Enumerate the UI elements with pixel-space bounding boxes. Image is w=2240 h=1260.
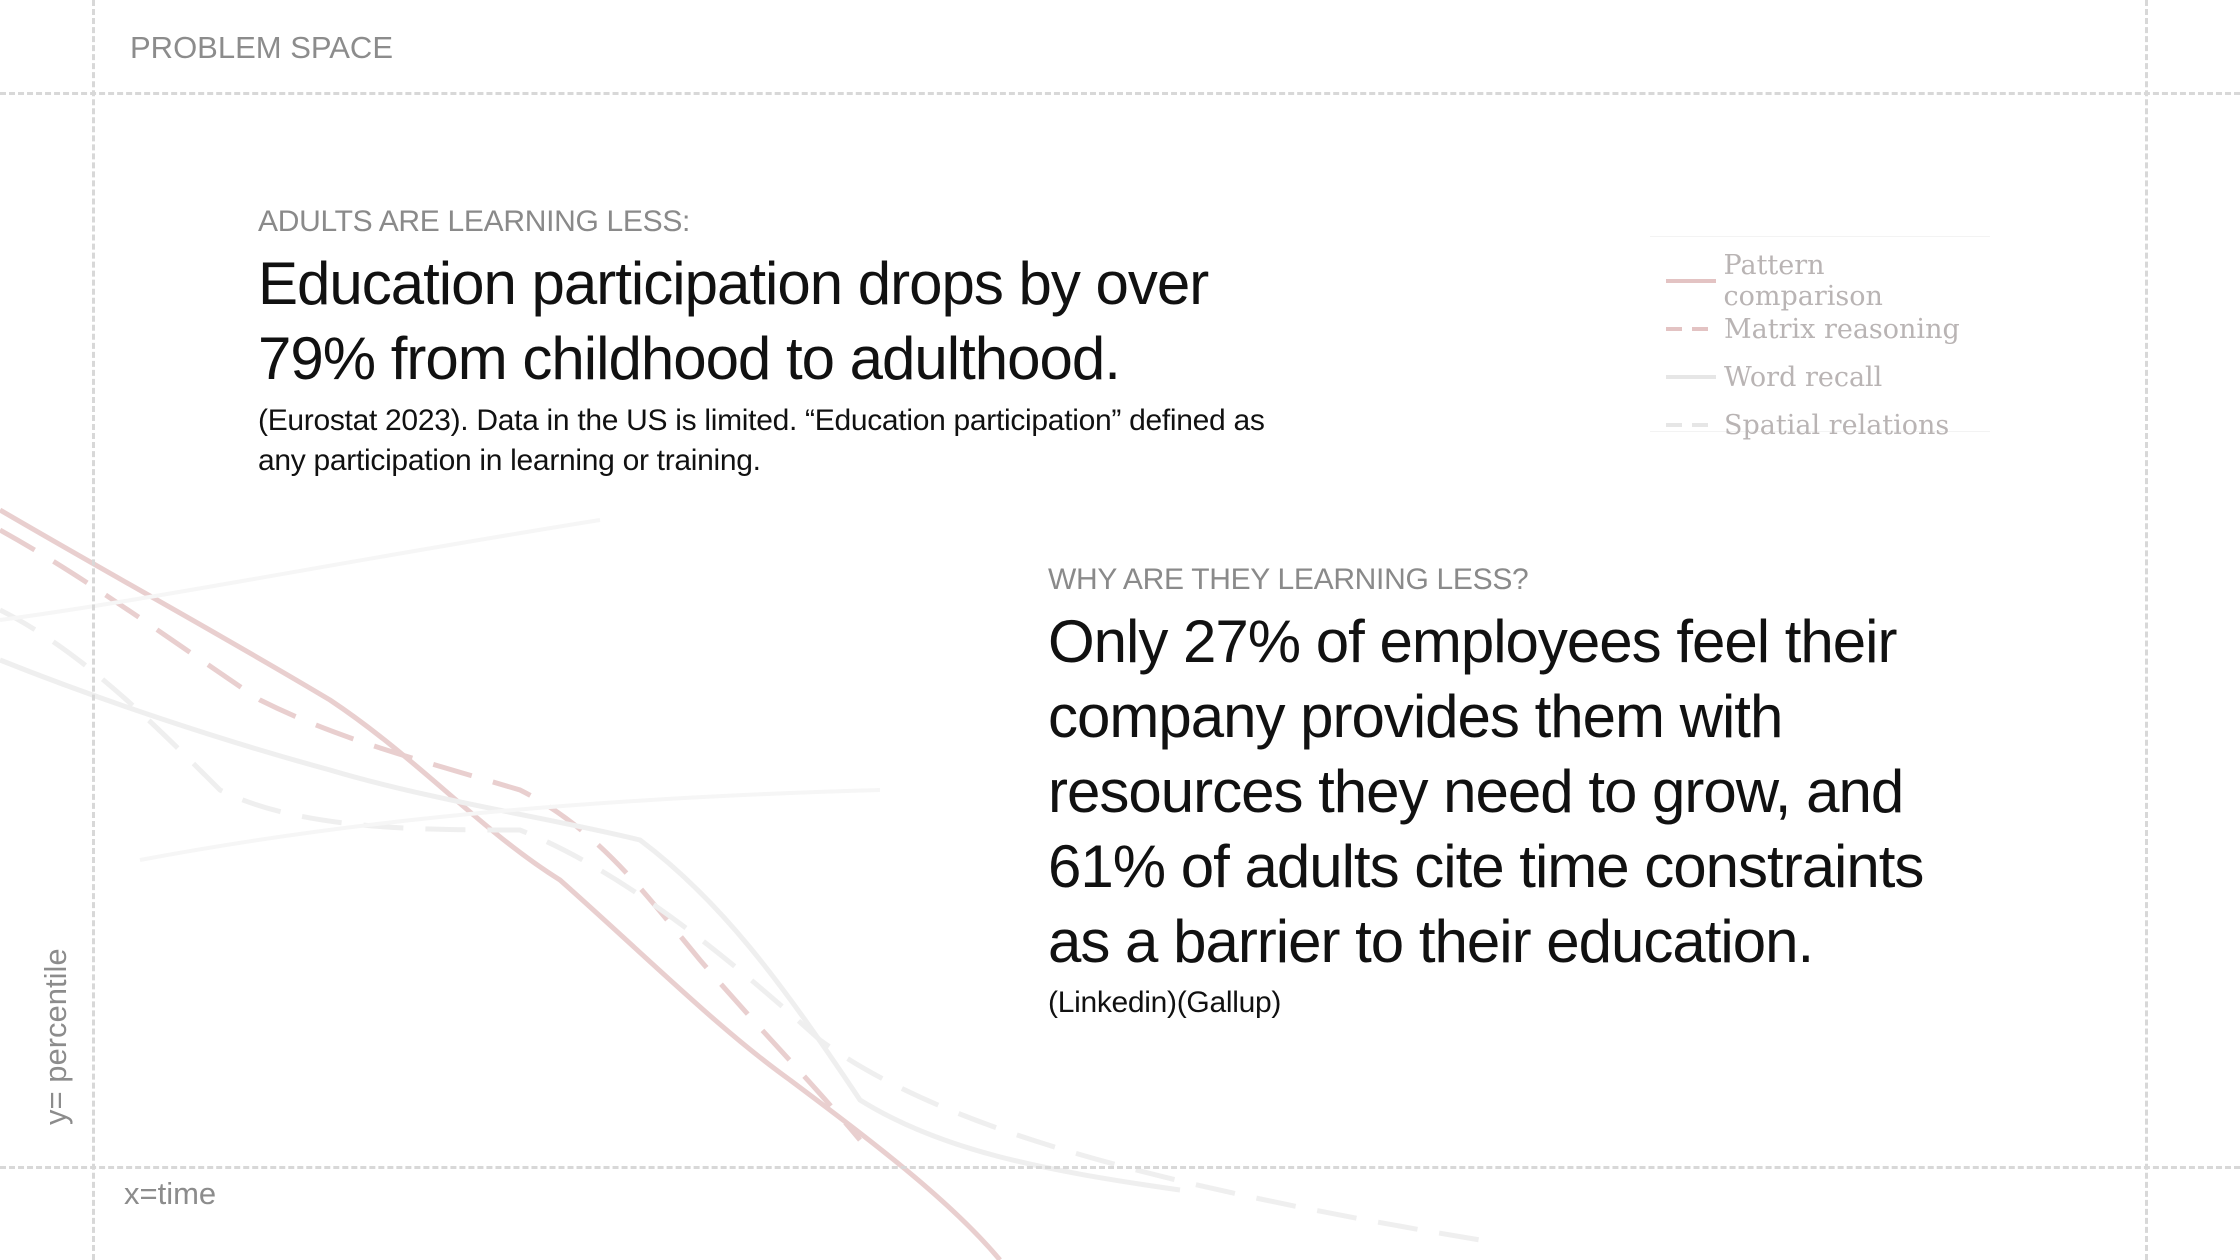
legend-swatch-dashed [1666, 423, 1716, 427]
background-faint-line [139, 788, 881, 862]
block2-headline-line: resources they need to grow, and [1048, 758, 1904, 825]
block2-source-note: (Linkedin)(Gallup) [1048, 986, 1282, 1019]
block1-headline-line: 79% from childhood to adulthood. [258, 325, 1121, 392]
block1-eyebrow: ADULTS ARE LEARNING LESS: [258, 205, 691, 238]
frame-line-top [0, 92, 2240, 95]
series-spatial-relations-line [0, 607, 1481, 1243]
block1-source-line: any participation in learning or trainin… [258, 444, 761, 477]
block1-headline-line: Education participation drops by over [258, 250, 1209, 317]
legend-swatch-dashed [1666, 327, 1716, 331]
series-matrix-reasoning-line [0, 527, 862, 1142]
legend-item-pattern-comparison: Pattern comparison [1666, 250, 1990, 312]
frame-line-left [92, 0, 95, 1260]
section-label: PROBLEM SPACE [130, 30, 394, 65]
series-pattern-comparison-line [0, 507, 1002, 1260]
block2-headline-line: 61% of adults cite time constraints [1048, 833, 1924, 900]
frame-line-right [2145, 0, 2148, 1260]
block2-headline: Only 27% of employees feel their company… [1048, 604, 2128, 979]
block2-eyebrow: WHY ARE THEY LEARNING LESS? [1048, 563, 1529, 596]
legend-swatch-solid [1666, 279, 1716, 283]
block2-headline-line: company provides them with [1048, 683, 1783, 750]
legend-label: Word recall [1724, 361, 1883, 393]
block2-headline-line: as a barrier to their education. [1048, 908, 1814, 975]
x-axis-label: x=time [124, 1176, 217, 1211]
y-axis-label: y= percentile [38, 948, 73, 1125]
background-faint-line [0, 518, 601, 622]
legend-item-word-recall: Word recall [1666, 357, 1882, 397]
legend-item-matrix-reasoning: Matrix reasoning [1666, 309, 1960, 349]
block2-headline-line: Only 27% of employees feel their [1048, 608, 1897, 675]
legend-label: Spatial relations [1724, 409, 1950, 441]
legend-label: Matrix reasoning [1724, 313, 1960, 345]
block1-source-line: (Eurostat 2023). Data in the US is limit… [258, 404, 1265, 437]
block1-headline: Education participation drops by over 79… [258, 246, 1458, 396]
legend-item-spatial-relations: Spatial relations [1666, 405, 1949, 445]
chart-legend: Pattern comparison Matrix reasoning Word… [1650, 236, 1990, 441]
series-word-recall-line [0, 657, 1181, 1193]
frame-line-bottom [0, 1166, 2240, 1169]
legend-label: Pattern comparison [1723, 250, 1883, 312]
legend-swatch-solid [1666, 375, 1716, 379]
block1-source-note: (Eurostat 2023). Data in the US is limit… [258, 401, 1458, 481]
